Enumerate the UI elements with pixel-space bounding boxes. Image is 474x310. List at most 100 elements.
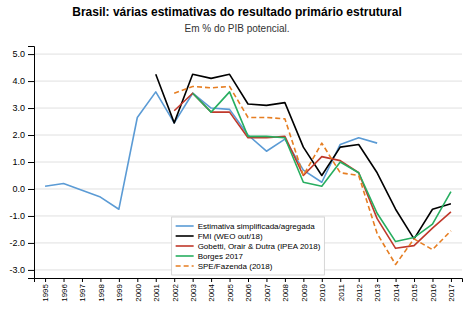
- x-tick: 2010: [318, 278, 327, 302]
- grid: [34, 54, 462, 270]
- legend-frame: [172, 217, 325, 275]
- y-tick: 5.0: [12, 49, 34, 59]
- x-tick-mark: [303, 278, 304, 282]
- x-tick-label: 1996: [60, 283, 69, 301]
- x-tick-mark: [193, 278, 194, 282]
- legend-item: Estimativa simplificada/agregada: [176, 222, 315, 231]
- x-tick: 1999: [115, 278, 124, 302]
- x-tick-label: 1998: [97, 283, 106, 301]
- y-tick-label: 2.0: [12, 130, 25, 140]
- y-tick-mark: [28, 216, 34, 217]
- x-tick: 1997: [78, 278, 87, 302]
- x-tick-label: 2000: [134, 283, 143, 301]
- y-tick-label: 0.0: [12, 184, 25, 194]
- y-tick: 4.0: [12, 76, 34, 86]
- x-tick-label: 2016: [429, 283, 438, 301]
- legend-label: Borges 2017: [198, 252, 244, 261]
- y-tick-label: 3.0: [12, 103, 25, 113]
- x-tick-label: 2003: [189, 283, 198, 301]
- legend-swatch: [176, 245, 194, 247]
- y-tick: 1.0: [12, 157, 34, 167]
- x-tick: 2005: [226, 278, 235, 302]
- x-tick-mark: [230, 278, 231, 282]
- y-tick: 2.0: [12, 130, 34, 140]
- x-tick-label: 2010: [318, 283, 327, 301]
- x-tick: 2009: [300, 278, 309, 302]
- y-tick: 3.0: [12, 103, 34, 113]
- x-tick: 2004: [207, 278, 216, 302]
- grid-line: [34, 81, 462, 82]
- x-tick-mark: [119, 278, 120, 282]
- x-tick-label: 2001: [152, 283, 161, 301]
- x-tick-label: 2008: [281, 283, 290, 301]
- x-tick-mark: [82, 278, 83, 282]
- x-tick-label: 2006: [244, 283, 253, 301]
- x-tick: 2007: [263, 278, 272, 302]
- x-tick-label: 2017: [447, 283, 456, 301]
- x-tick-mark: [156, 278, 157, 282]
- x-tick-mark: [414, 278, 415, 282]
- x-tick-label: 2014: [392, 283, 401, 301]
- y-tick-label: 4.0: [12, 76, 25, 86]
- x-tick-label: 1997: [78, 283, 87, 301]
- y-tick: -2.0: [9, 238, 34, 248]
- x-tick-label: 2007: [263, 283, 272, 301]
- x-tick-mark: [211, 278, 212, 282]
- x-tick: 2001: [152, 278, 161, 302]
- x-tick-label: 2012: [355, 283, 364, 301]
- y-tick: -3.0: [9, 265, 34, 275]
- x-tick-mark: [322, 278, 323, 282]
- legend-swatch: [176, 265, 194, 267]
- x-tick: 2017: [447, 278, 456, 302]
- x-tick-mark: [340, 278, 341, 282]
- x-tick-mark: [137, 278, 138, 282]
- y-tick-mark: [28, 189, 34, 190]
- x-tick-mark: [64, 278, 65, 282]
- legend-swatch: [176, 255, 194, 257]
- x-tick-mark: [100, 278, 101, 282]
- y-tick-label: -1.0: [9, 211, 25, 221]
- legend-item: FMI (WEO out/18): [176, 232, 263, 241]
- x-tick: 2014: [392, 278, 401, 302]
- x-tick-label: 1995: [41, 283, 50, 301]
- axis-domain: [28, 47, 35, 279]
- legend-label: SPE/Fazenda (2018): [198, 262, 273, 271]
- grid-line: [34, 188, 462, 189]
- x-tick: 2002: [171, 278, 180, 302]
- legend-item: Borges 2017: [176, 252, 244, 261]
- grid-line: [34, 215, 462, 216]
- x-tick-label: 2011: [337, 283, 346, 301]
- y-tick-mark: [28, 81, 34, 82]
- x-tick: 2000: [134, 278, 143, 302]
- x-tick-mark: [285, 278, 286, 282]
- x-tick-mark: [396, 278, 397, 282]
- y-tick-mark: [28, 162, 34, 163]
- y-tick-mark: [28, 270, 34, 271]
- y-tick-label: 5.0: [12, 49, 25, 59]
- x-tick-label: 2015: [410, 283, 419, 301]
- legend-item: Gobetti, Orair & Dutra (IPEA 2018): [176, 242, 321, 251]
- legend-label: Estimativa simplificada/agregada: [198, 222, 315, 231]
- y-tick-mark: [28, 54, 34, 55]
- legend: Estimativa simplificada/agregadaFMI (WEO…: [172, 217, 325, 275]
- x-tick: 1998: [97, 278, 106, 302]
- legend-swatch: [176, 235, 194, 237]
- y-tick-mark: [28, 243, 34, 244]
- y-tick-mark: [28, 135, 34, 136]
- x-tick: 2008: [281, 278, 290, 302]
- x-tick-mark: [248, 278, 249, 282]
- x-tick: 2003: [189, 278, 198, 302]
- y-tick-label: -2.0: [9, 238, 25, 248]
- x-tick: 2011: [337, 278, 346, 301]
- y-tick-mark: [28, 108, 34, 109]
- y-tick-label: 1.0: [12, 157, 25, 167]
- x-tick-mark: [45, 278, 46, 282]
- x-tick: 1995: [41, 278, 50, 302]
- chart: Brasil: várias estimativas do resultado …: [0, 0, 474, 310]
- x-tick: 2006: [244, 278, 253, 302]
- x-tick: 2012: [355, 278, 364, 302]
- x-tick: 2013: [373, 278, 382, 302]
- x-tick: 2016: [429, 278, 438, 302]
- grid-line: [34, 108, 462, 109]
- subtitle: Em % do PIB potencial.: [184, 23, 289, 34]
